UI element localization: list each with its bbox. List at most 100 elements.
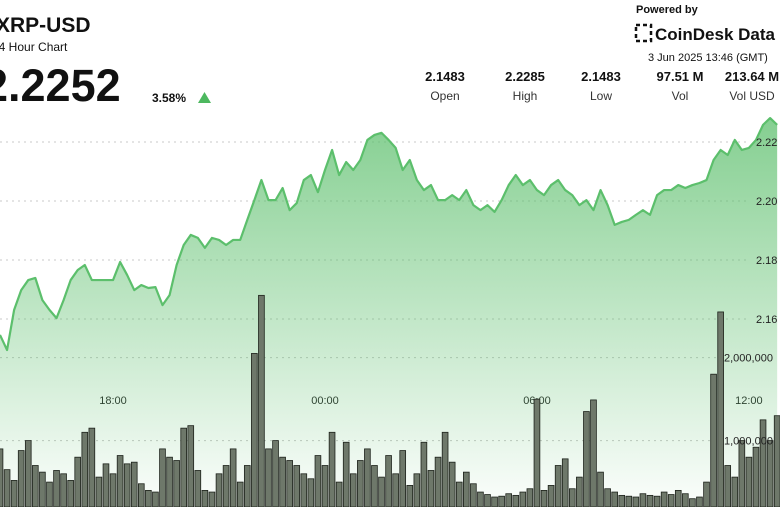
volume-bar bbox=[187, 425, 195, 507]
timestamp: 3 Jun 2025 13:46 (GMT) bbox=[648, 52, 768, 64]
volume-bar bbox=[653, 495, 661, 507]
volume-bar bbox=[660, 491, 668, 507]
volume-bar bbox=[279, 456, 286, 507]
volume-bar bbox=[194, 470, 202, 507]
volume-bar bbox=[314, 455, 322, 507]
stat-label: Low bbox=[590, 89, 612, 103]
y-tick-label: 2.16 bbox=[756, 314, 777, 326]
volume-bar bbox=[67, 480, 74, 507]
volume-bar bbox=[328, 431, 336, 507]
volume-bar bbox=[498, 495, 505, 507]
powered-by: Powered by bbox=[636, 4, 699, 16]
volume-bar bbox=[540, 489, 548, 507]
volume-bar bbox=[138, 483, 145, 507]
volume-bar bbox=[759, 419, 767, 507]
header: XRP-USD 24 Hour Chart 2.2252 3.58% Power… bbox=[0, 4, 779, 448]
volume-bar bbox=[547, 485, 555, 507]
volume-bar bbox=[236, 481, 244, 507]
volume-bar bbox=[321, 465, 329, 507]
volume-bar bbox=[632, 496, 640, 507]
y2-tick-label: 1,000,000 bbox=[724, 436, 773, 448]
volume-bar bbox=[526, 488, 534, 507]
volume-bar bbox=[123, 463, 131, 507]
volume-bar bbox=[738, 440, 746, 507]
volume-bar bbox=[265, 448, 272, 507]
stat-value: 2.1483 bbox=[425, 69, 465, 84]
volume-bar bbox=[24, 440, 32, 507]
volume-bar bbox=[95, 476, 103, 507]
volume-bar bbox=[53, 470, 60, 507]
volume-bar bbox=[477, 491, 484, 507]
plot-area: 18:0000:0006:0012:00 bbox=[0, 117, 780, 507]
volume-bar bbox=[0, 448, 4, 507]
volume-bar bbox=[731, 476, 739, 507]
volume-bar bbox=[60, 473, 67, 507]
volume-bar bbox=[674, 489, 682, 507]
volume-bar bbox=[243, 465, 251, 507]
stat-label: Vol USD bbox=[729, 89, 775, 103]
chart-title: XRP-USD bbox=[0, 14, 91, 37]
volume-bar bbox=[102, 463, 110, 507]
y2-tick-label: 2,000,000 bbox=[724, 353, 773, 365]
volume-bar bbox=[625, 495, 633, 507]
volume-bar bbox=[371, 465, 378, 507]
volume-bar bbox=[385, 455, 392, 507]
volume-bar bbox=[32, 465, 39, 507]
volume-bar bbox=[710, 373, 717, 507]
volume-bar bbox=[533, 398, 541, 507]
volume-bar bbox=[717, 311, 724, 507]
volume-bar bbox=[17, 450, 25, 507]
volume-bar bbox=[724, 465, 732, 507]
volume-bar bbox=[491, 496, 498, 507]
volume-bar bbox=[604, 488, 611, 507]
volume-bar bbox=[745, 456, 753, 507]
y-tick-label: 2.20 bbox=[756, 196, 777, 208]
volume-bar bbox=[342, 441, 350, 507]
volume-bar bbox=[173, 460, 180, 507]
volume-bar bbox=[583, 411, 590, 507]
volume-bar bbox=[335, 481, 343, 507]
volume-bar bbox=[364, 448, 371, 507]
volume-bar bbox=[130, 461, 138, 507]
volume-bar bbox=[74, 456, 82, 507]
volume-bar bbox=[434, 456, 442, 507]
y-tick-label: 2.22 bbox=[756, 137, 777, 149]
volume-bar bbox=[258, 294, 265, 507]
volume-bar bbox=[88, 427, 96, 507]
volume-bar bbox=[689, 498, 696, 507]
stat-label: High bbox=[513, 89, 538, 103]
volume-bar bbox=[463, 471, 470, 507]
volume-bar bbox=[597, 471, 604, 507]
up-arrow bbox=[198, 92, 211, 103]
volume-bar bbox=[201, 489, 209, 507]
volume-bar bbox=[293, 465, 301, 507]
volume-bar bbox=[109, 473, 117, 507]
volume-bar bbox=[519, 491, 527, 507]
volume-bar bbox=[116, 455, 124, 507]
volume-bar bbox=[39, 471, 46, 507]
brand-name: CoinDesk Data bbox=[655, 25, 776, 44]
volume-bar bbox=[427, 470, 435, 507]
volume-bar bbox=[413, 473, 421, 507]
volume-bar bbox=[470, 483, 477, 507]
price-change: 3.58% bbox=[152, 91, 186, 105]
volume-bar bbox=[10, 480, 18, 507]
volume-bar bbox=[251, 353, 258, 507]
chart-subtitle: 24 Hour Chart bbox=[0, 40, 68, 54]
volume-bar bbox=[152, 491, 159, 507]
volume-bar bbox=[448, 461, 456, 507]
volume-bar bbox=[272, 440, 279, 507]
stat-value: 2.2285 bbox=[505, 69, 545, 84]
volume-bar bbox=[180, 427, 187, 507]
volume-bar bbox=[505, 493, 512, 507]
current-price: 2.2252 bbox=[0, 60, 121, 111]
volume-bar bbox=[667, 494, 675, 507]
volume-bar bbox=[357, 460, 364, 507]
volume-bar bbox=[3, 469, 11, 507]
volume-bar bbox=[349, 473, 357, 507]
volume-bar bbox=[512, 494, 520, 507]
volume-bar bbox=[568, 488, 576, 507]
volume-bar bbox=[576, 476, 583, 507]
